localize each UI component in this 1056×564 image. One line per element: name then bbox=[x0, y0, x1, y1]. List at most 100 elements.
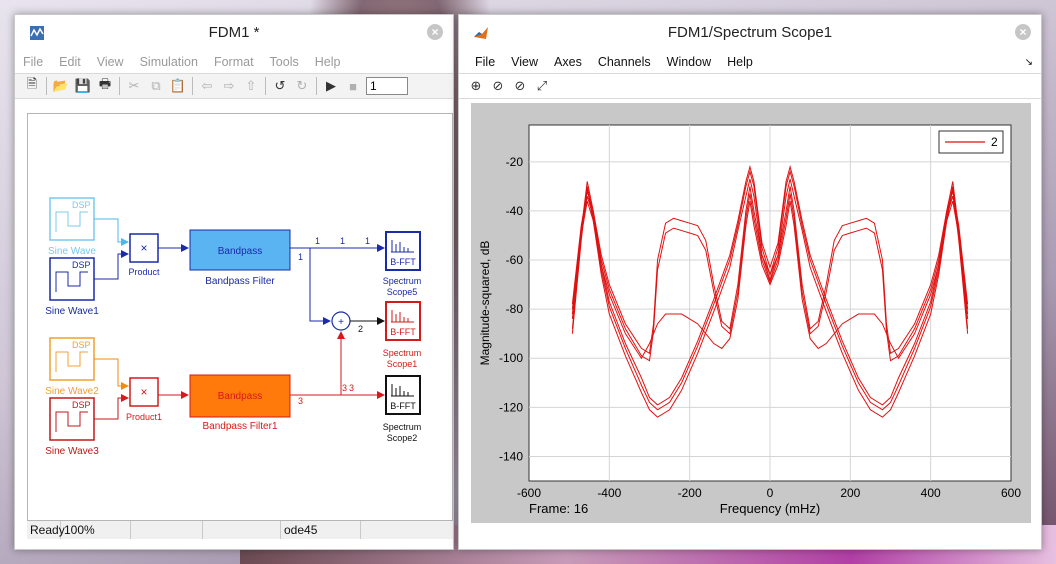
spectrum-trace-2 bbox=[571, 164, 969, 406]
paste-icon[interactable]: 📋 bbox=[169, 78, 187, 93]
menu-edit[interactable]: Edit bbox=[59, 55, 81, 69]
stop-icon[interactable]: ■ bbox=[349, 78, 357, 94]
sine-wave1-block[interactable]: DSP Sine Wave1 bbox=[45, 257, 99, 317]
scope2-label-line1: Spectrum bbox=[383, 422, 422, 432]
sine-wave-label: Sine Wave bbox=[48, 246, 96, 257]
bandpass1-label: Bandpass bbox=[218, 391, 262, 402]
scope-window-title: FDM1/Spectrum Scope1 bbox=[667, 24, 833, 41]
menu-window[interactable]: Window bbox=[666, 55, 712, 69]
new-file-icon[interactable]: 🗎 bbox=[26, 76, 38, 91]
bandpass-filter-label: Bandpass Filter bbox=[205, 276, 275, 287]
signal-width-label: 1 bbox=[315, 236, 320, 246]
spectrum-scope2-block[interactable]: B-FFT Spectrum Scope2 bbox=[383, 375, 422, 443]
sine-wave3-block[interactable]: DSP Sine Wave3 bbox=[45, 397, 99, 457]
close-icon[interactable]: × bbox=[427, 24, 443, 40]
menu-simulation[interactable]: Simulation bbox=[139, 55, 198, 69]
toolbar-separator bbox=[192, 77, 193, 95]
y-tick-label: -20 bbox=[506, 155, 524, 169]
x-tick-label: -600 bbox=[517, 486, 541, 500]
redo-icon[interactable]: ↻ bbox=[296, 78, 308, 93]
autoscale-icon[interactable]: ⤢ bbox=[536, 78, 548, 93]
toolbar-separator bbox=[46, 77, 47, 95]
menu-file[interactable]: File bbox=[23, 55, 44, 69]
product1-label: Product1 bbox=[126, 412, 162, 422]
y-tick-label: -80 bbox=[506, 302, 524, 316]
signal-width-label: 1 bbox=[298, 252, 303, 262]
menu-view[interactable]: View bbox=[511, 55, 539, 69]
signal-width-label: 2 bbox=[358, 324, 363, 334]
forward-arrow-icon[interactable]: ⇨ bbox=[223, 78, 235, 93]
status-cell bbox=[131, 521, 203, 539]
y-tick-label: -100 bbox=[499, 351, 523, 365]
scope2-label-line2: Scope2 bbox=[387, 433, 418, 443]
x-axis-label: Frequency (mHz) bbox=[720, 501, 820, 516]
svg-text:+: + bbox=[338, 317, 344, 328]
x-tick-labels: -600 -400 -200 0 200 400 600 bbox=[517, 486, 1021, 500]
resize-grip-icon[interactable] bbox=[361, 521, 451, 539]
back-arrow-icon[interactable]: ⇦ bbox=[201, 78, 213, 93]
x-tick-label: -400 bbox=[597, 486, 621, 500]
cut-icon[interactable]: ✂ bbox=[128, 78, 140, 93]
bandpass-filter-block[interactable]: Bandpass Bandpass Filter bbox=[189, 229, 291, 287]
sine-wave-block[interactable]: DSP Sine Wave bbox=[48, 197, 96, 257]
scope-menubar: File View Axes Channels Window Help ↘ bbox=[459, 51, 1041, 73]
toolbar-separator bbox=[265, 77, 266, 95]
legend-entry: 2 bbox=[991, 135, 998, 149]
menu-channels[interactable]: Channels bbox=[597, 55, 651, 69]
product1-block[interactable]: × Product1 bbox=[126, 377, 162, 422]
spectrum-scope1-block[interactable]: B-FFT Spectrum Scope1 bbox=[383, 301, 422, 369]
print-icon[interactable]: 🖶 bbox=[98, 76, 112, 91]
matlab-app-icon bbox=[474, 27, 488, 39]
zoom-in-icon[interactable]: ⊕ bbox=[470, 78, 482, 93]
signal-width-label: 1 bbox=[365, 236, 370, 246]
sine-wave3-label: Sine Wave3 bbox=[45, 446, 99, 457]
menu-tools[interactable]: Tools bbox=[269, 55, 299, 69]
spectrum-chart[interactable]: -600 -400 -200 0 200 400 600 -20-40-60-80-100-… bbox=[471, 103, 1031, 523]
signal-width-label: 3 bbox=[342, 383, 347, 393]
dock-arrow-icon[interactable]: ↘ bbox=[1024, 56, 1033, 68]
product-block[interactable]: × Product bbox=[128, 233, 160, 277]
signal-width-label: 1 bbox=[340, 236, 345, 246]
y-tick-label: -120 bbox=[499, 400, 523, 414]
bandpass-filter1-block[interactable]: Bandpass Bandpass Filter1 bbox=[189, 374, 291, 432]
bfft-label: B-FFT bbox=[390, 257, 416, 267]
spectrum-scope5-block[interactable]: B-FFT Spectrum Scope5 bbox=[383, 231, 422, 297]
model-statusbar: Ready 100% ode45 bbox=[27, 521, 453, 539]
signal-width-label: 3 bbox=[349, 383, 354, 393]
undo-icon[interactable]: ↺ bbox=[274, 78, 286, 93]
bfft-label: B-FFT bbox=[390, 327, 416, 337]
status-cell bbox=[203, 521, 281, 539]
signal-lines bbox=[94, 218, 385, 420]
stop-time-input[interactable]: 1 bbox=[366, 77, 408, 95]
menu-file[interactable]: File bbox=[475, 55, 496, 69]
close-icon[interactable]: × bbox=[1015, 24, 1031, 40]
open-folder-icon[interactable]: 📂 bbox=[52, 78, 70, 93]
toolbar-separator bbox=[316, 77, 317, 95]
dsp-label: DSP bbox=[72, 260, 91, 270]
bfft-label: B-FFT bbox=[390, 401, 416, 411]
scope1-label-line2: Scope1 bbox=[387, 359, 418, 369]
menu-help[interactable]: Help bbox=[727, 55, 753, 69]
legend[interactable]: 2 bbox=[938, 130, 1004, 154]
run-icon[interactable]: ▶ bbox=[326, 78, 336, 93]
save-icon[interactable]: 💾 bbox=[74, 78, 92, 93]
block-diagram: DSP Sine Wave DSP Sine Wave1 × Product B… bbox=[45, 197, 422, 457]
svg-text:×: × bbox=[140, 241, 147, 255]
zoom-x-icon[interactable]: ⊘ bbox=[492, 78, 504, 93]
x-tick-label: 400 bbox=[921, 486, 941, 500]
model-canvas[interactable]: DSP Sine Wave DSP Sine Wave1 × Product B… bbox=[27, 113, 453, 521]
menu-help[interactable]: Help bbox=[314, 55, 341, 69]
copy-icon[interactable]: ⧉ bbox=[151, 78, 161, 93]
dsp-label: DSP bbox=[72, 340, 91, 350]
svg-text:×: × bbox=[140, 385, 147, 399]
sine-wave2-block[interactable]: DSP Sine Wave2 bbox=[45, 337, 99, 397]
sum-block[interactable]: + bbox=[331, 311, 351, 331]
menu-view[interactable]: View bbox=[96, 55, 124, 69]
menu-format[interactable]: Format bbox=[213, 55, 254, 69]
dsp-label: DSP bbox=[72, 400, 91, 410]
up-arrow-icon[interactable]: ⇧ bbox=[245, 78, 257, 93]
menu-axes[interactable]: Axes bbox=[554, 55, 582, 69]
y-tick-label: -140 bbox=[499, 449, 523, 463]
zoom-y-icon[interactable]: ⊘ bbox=[514, 78, 526, 93]
spectrum-trace-4 bbox=[571, 186, 969, 355]
